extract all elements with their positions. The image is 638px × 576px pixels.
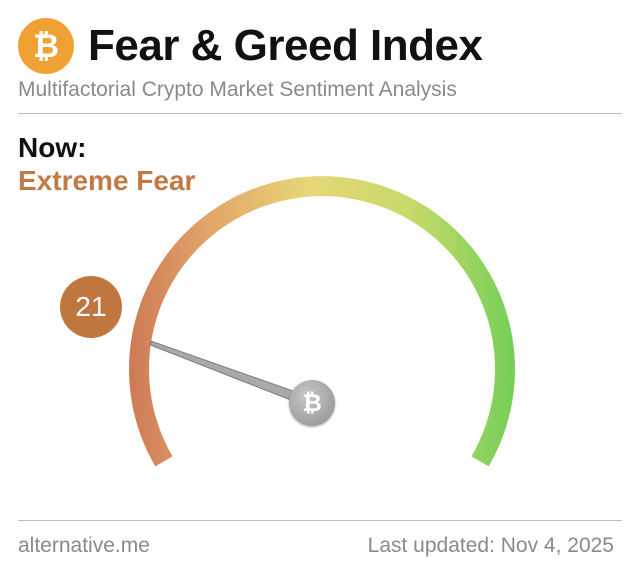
footer-divider	[18, 520, 622, 521]
index-value-badge: 21	[60, 276, 122, 338]
last-updated: Last updated: Nov 4, 2025	[367, 534, 614, 557]
header-divider	[18, 113, 622, 114]
bitcoin-logo-icon: ₿	[18, 18, 74, 74]
source-link[interactable]: alternative.me	[18, 534, 150, 557]
page-title: Fear & Greed Index	[88, 21, 483, 70]
page-subtitle: Multifactorial Crypto Market Sentiment A…	[18, 78, 457, 101]
sentiment-classification: Extreme Fear	[18, 165, 196, 196]
now-label: Now:	[18, 132, 87, 163]
bitcoin-hub-icon: ₿	[289, 380, 335, 426]
header: ₿ Fear & Greed Index	[18, 14, 483, 78]
